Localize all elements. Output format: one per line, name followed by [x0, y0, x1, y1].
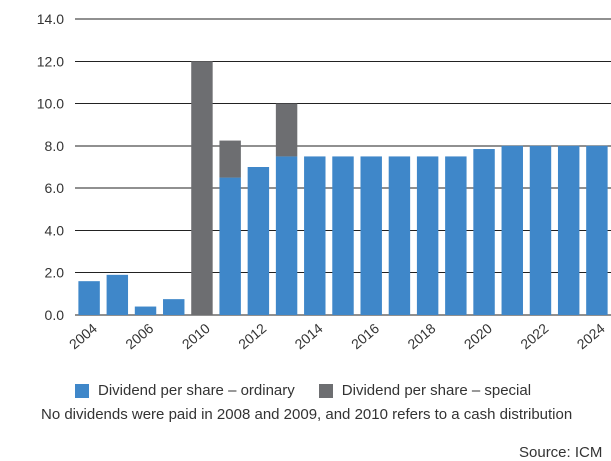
- x-tick-label: 2018: [404, 320, 438, 352]
- y-tick-label: 10.0: [37, 96, 64, 112]
- bar-ordinary-2016: [360, 156, 382, 315]
- bar-ordinary-2017: [388, 156, 411, 315]
- y-tick-label: 14.0: [37, 11, 64, 27]
- legend-swatch-ordinary: [75, 383, 89, 398]
- chart-legend: Dividend per share – ordinary Dividend p…: [75, 382, 555, 399]
- bar-ordinary-2018: [416, 156, 439, 315]
- bar-ordinary-2013: [275, 156, 298, 315]
- x-tick-label: 2006: [122, 320, 156, 352]
- y-axis-tick-labels: 0.0 2.0 4.0 6.0 8.0 10.0 12.0 14.0: [37, 11, 64, 323]
- legend-label-special: Dividend per share – special: [341, 382, 532, 399]
- bar-ordinary-2024: [586, 145, 608, 315]
- legend-item-ordinary: Dividend per share – ordinary: [75, 382, 295, 399]
- x-axis-tick-labels: 2004 2006 2010 2012 2014 2016 2018 2020 2022 2024: [66, 320, 608, 352]
- bar-ordinary-2006: [134, 306, 157, 315]
- bar-ordinary-2021: [501, 145, 523, 315]
- y-tick-label: 0.0: [45, 307, 65, 323]
- x-tick-label: 2016: [348, 320, 382, 352]
- x-tick-label: 2020: [461, 320, 495, 352]
- x-tick-label: 2014: [292, 320, 326, 352]
- x-tick-label: 2010: [179, 320, 213, 352]
- legend-label-ordinary: Dividend per share – ordinary: [98, 382, 295, 399]
- x-tick-label: 2024: [574, 320, 608, 352]
- y-tick-label: 6.0: [45, 180, 65, 196]
- x-tick-label: 2022: [517, 320, 551, 352]
- bar-ordinary-2011: [219, 177, 241, 315]
- bar-ordinary-2014: [304, 156, 326, 315]
- y-tick-label: 12.0: [37, 53, 64, 69]
- bar-ordinary-2022: [529, 145, 552, 315]
- y-tick-label: 4.0: [45, 222, 65, 238]
- chart-note: No dividends were paid in 2008 and 2009,…: [41, 406, 573, 423]
- x-tick-label: 2004: [66, 320, 100, 352]
- y-tick-label: 8.0: [45, 138, 65, 154]
- legend-item-special: Dividend per share – special: [318, 382, 532, 399]
- bar-special-2010: [191, 61, 213, 316]
- bar-ordinary-2007: [163, 299, 185, 315]
- bar-special-2013: [275, 103, 298, 157]
- bar-ordinary-2015: [332, 156, 354, 315]
- bar-special-2011: [219, 140, 241, 178]
- bar-ordinary-2023: [557, 145, 580, 315]
- y-tick-label: 2.0: [45, 265, 65, 281]
- bar-ordinary-2004: [78, 281, 100, 315]
- bar-ordinary-2020: [473, 149, 495, 315]
- x-tick-label: 2012: [235, 320, 269, 352]
- legend-swatch-special: [318, 383, 333, 398]
- bar-ordinary-2012: [247, 167, 270, 315]
- bar-ordinary-2019: [445, 156, 467, 315]
- bars: [78, 61, 608, 316]
- bar-ordinary-2005: [106, 274, 129, 315]
